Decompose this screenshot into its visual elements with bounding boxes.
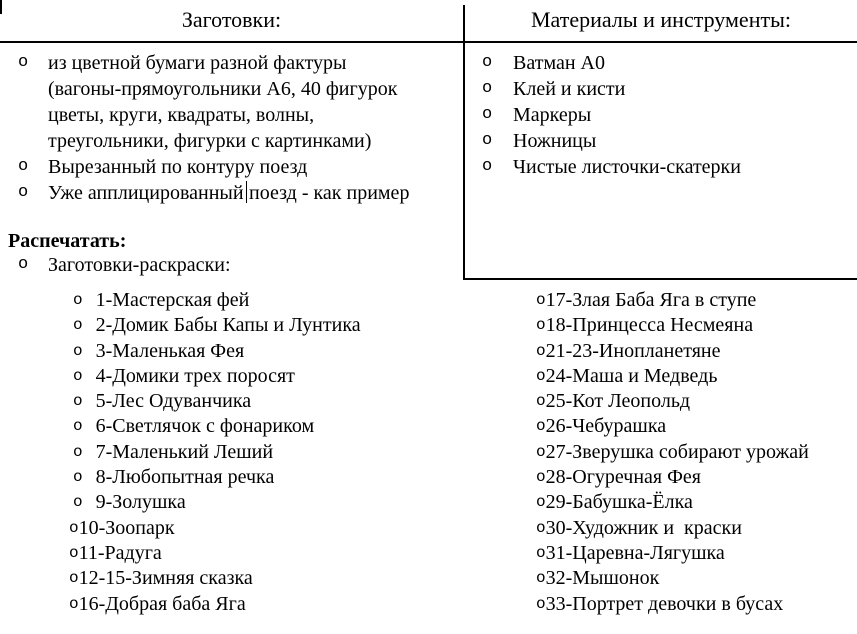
circle-bullet-icon: o — [73, 341, 83, 360]
circle-bullet-icon: o — [536, 392, 546, 411]
circle-bullet-icon: o — [536, 543, 546, 562]
list-item[interactable]: o 6-Светлячок с фонариком — [0, 414, 857, 439]
list-item-text[interactable]: Ножницы — [513, 130, 597, 152]
list-item[interactable]: o 27-Зверушка собирают урожай — [0, 440, 857, 465]
print-heading[interactable]: Распечатать: — [8, 230, 127, 252]
list-item[interactable]: o 8-Любопытная речка — [0, 465, 857, 490]
list-item[interactable]: o Чистые листочки-скатерки — [465, 154, 857, 180]
circle-bullet-icon: o — [536, 417, 546, 436]
coloring-list-left: o 1-Мастерская фей o 2-Домик Бабы Капы и Л… — [0, 288, 857, 617]
circle-bullet-icon: o — [73, 417, 83, 436]
blanks-list: o из цветной бумаги разной фактуры (ваго… — [0, 50, 462, 206]
list-item[interactable]: o Вырезанный по контуру поезд — [0, 154, 462, 180]
circle-bullet-icon: o — [18, 255, 29, 274]
circle-bullet-icon: o — [73, 366, 83, 385]
list-item-text[interactable]: Клей и кисти — [513, 78, 626, 100]
circle-bullet-icon: o — [536, 341, 546, 360]
circle-bullet-icon: o — [536, 442, 546, 461]
table-right-cell-bottom-border — [463, 278, 857, 280]
list-item[interactable]: o 12-15-Зимняя сказка — [0, 566, 857, 591]
circle-bullet-icon: o — [536, 493, 546, 512]
circle-bullet-icon: o — [73, 493, 83, 512]
list-item[interactable]: o 31-Царевна-Лягушка — [0, 541, 857, 566]
circle-bullet-icon: o — [482, 105, 493, 124]
circle-bullet-icon: o — [482, 131, 493, 150]
circle-bullet-icon: o — [18, 183, 29, 202]
list-item[interactable]: o Ватман А0 — [465, 50, 857, 76]
list-item[interactable]: o 18-Принцесса Несмеяна — [0, 313, 857, 338]
circle-bullet-icon: o — [482, 157, 493, 176]
list-item[interactable]: o Ножницы — [465, 128, 857, 154]
list-item[interactable]: o 28-Огуречная Фея — [0, 465, 857, 490]
list-item[interactable]: o Маркеры — [465, 102, 857, 128]
list-item[interactable]: o 33-Портрет девочки в бусах — [0, 592, 857, 617]
list-item[interactable]: o из цветной бумаги разной фактуры (ваго… — [0, 50, 462, 154]
list-item[interactable]: o 17-Злая Баба Яга в ступе — [0, 288, 857, 313]
circle-bullet-icon: o — [73, 291, 83, 309]
materials-list: o Ватман А0 o Клей и кисти o Маркеры o Н… — [465, 50, 857, 180]
circle-bullet-icon: o — [69, 569, 79, 588]
circle-bullet-icon: o — [536, 594, 546, 613]
list-item[interactable]: o 10-Зоопарк — [0, 516, 857, 541]
table-header-right[interactable]: Материалы и инструменты: — [531, 7, 791, 32]
text-caret — [245, 181, 248, 203]
circle-bullet-icon: o — [482, 53, 493, 72]
list-item[interactable]: o 24-Маша и Медведь — [0, 364, 857, 389]
list-item[interactable]: o 4-Домики трех поросят — [0, 364, 857, 389]
table-header-left[interactable]: Заготовки: — [181, 7, 282, 32]
table-header-underline — [0, 41, 857, 43]
circle-bullet-icon: o — [73, 316, 83, 335]
list-item-text[interactable]: Заготовки-раскраски: — [48, 254, 231, 276]
circle-bullet-icon: o — [69, 543, 79, 562]
circle-bullet-icon: o — [18, 157, 29, 176]
circle-bullet-icon: o — [73, 468, 83, 487]
table-left-border-stub — [0, 0, 2, 14]
list-item[interactable]: o 1-Мастерская фей — [0, 288, 857, 313]
list-item-text[interactable]: Уже апплицированный поезд - как пример — [48, 181, 410, 204]
circle-bullet-icon: o — [69, 518, 79, 537]
list-item-text[interactable]: Чистые листочки-скатерки — [513, 156, 741, 178]
list-item-text[interactable]: из цветной бумаги разной фактуры (вагоны… — [48, 52, 398, 152]
list-item[interactable]: o 29-Бабушка-Ёлка — [0, 490, 857, 515]
circle-bullet-icon: o — [536, 569, 546, 588]
list-item[interactable]: o 21-23-Инопланетяне — [0, 339, 857, 364]
circle-bullet-icon: o — [536, 366, 546, 385]
circle-bullet-icon: o — [536, 468, 546, 487]
circle-bullet-icon: o — [536, 291, 546, 309]
circle-bullet-icon: o — [69, 594, 79, 613]
list-item[interactable]: o 26-Чебурашка — [0, 414, 857, 439]
list-item[interactable]: o 25-Кот Леопольд — [0, 389, 857, 414]
list-item[interactable]: o 16-Добрая баба Яга — [0, 592, 857, 617]
coloring-list-right: o 17-Злая Баба Яга в ступе o 18-Принцесса … — [0, 288, 857, 617]
list-item[interactable]: o 11-Радуга — [0, 541, 857, 566]
list-item[interactable]: o Заготовки-раскраски: — [0, 252, 462, 278]
circle-bullet-icon: o — [482, 79, 493, 98]
list-item[interactable]: o Уже апплицированный поезд - как пример — [0, 180, 462, 206]
list-item-text[interactable]: Ватман А0 — [513, 52, 605, 74]
list-item[interactable]: o 9-Золушка — [0, 490, 857, 515]
list-item[interactable]: o 2-Домик Бабы Капы и Лунтика — [0, 313, 857, 338]
list-item[interactable]: o 3-Маленькая Фея — [0, 339, 857, 364]
circle-bullet-icon: o — [73, 442, 83, 461]
list-item-text[interactable]: Вырезанный по контуру поезд — [48, 156, 308, 178]
list-item[interactable]: o 7-Маленький Леший — [0, 440, 857, 465]
list-item[interactable]: o 30-Художник и краски — [0, 516, 857, 541]
circle-bullet-icon: o — [73, 392, 83, 411]
print-subitem: o Заготовки-раскраски: — [0, 252, 462, 278]
list-item[interactable]: o Клей и кисти — [465, 76, 857, 102]
circle-bullet-icon: o — [536, 316, 546, 335]
list-item[interactable]: o 5-Лес Одуванчика — [0, 389, 857, 414]
circle-bullet-icon: o — [18, 53, 29, 72]
circle-bullet-icon: o — [536, 518, 546, 537]
list-item[interactable]: o 32-Мышонок — [0, 566, 857, 591]
list-item-text[interactable]: Маркеры — [513, 104, 592, 126]
table-column-divider — [463, 5, 465, 279]
